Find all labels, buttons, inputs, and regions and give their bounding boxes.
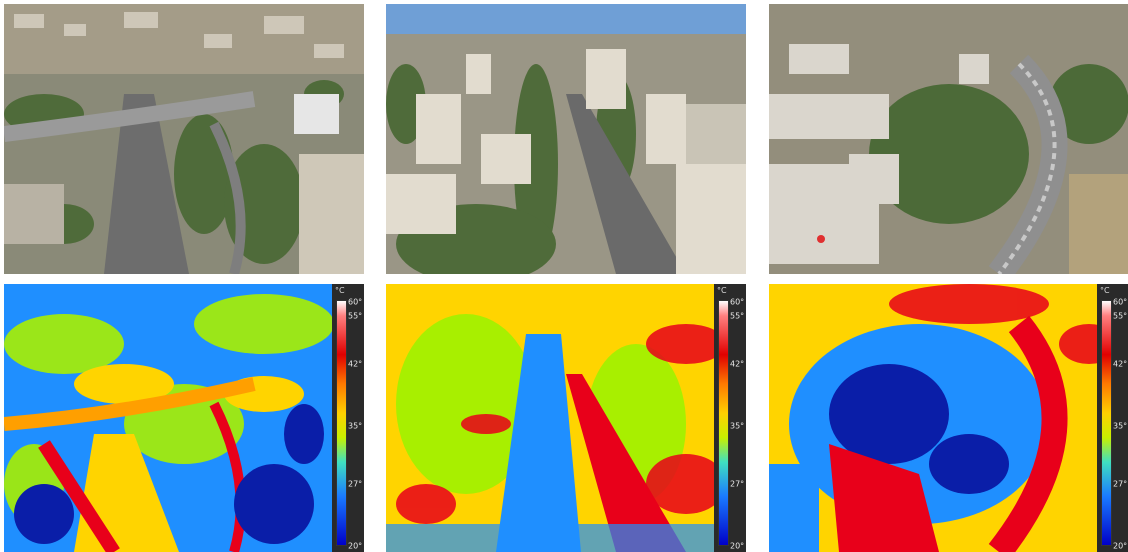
scale-tick: 42° — [1113, 359, 1128, 369]
scale-tick: 60° — [1113, 297, 1128, 307]
aerial-photo-avenue — [386, 4, 746, 274]
scale-tick: 20° — [1113, 541, 1128, 551]
thermal-image-interchange: °C 60° 55° 42° 35° 27° 20° — [4, 284, 364, 552]
scale-tick: 20° — [348, 541, 363, 551]
scale-tick: 42° — [730, 359, 745, 369]
thermal-image-avenue: °C 60° 55° 42° 35° 27° 20° — [386, 284, 746, 552]
scale-tick: 35° — [1113, 421, 1128, 431]
thermal-image-viaduct: °C 60° 55° 42° 35° 27° 20° — [769, 284, 1128, 552]
scale-tick: 27° — [730, 479, 745, 489]
scale-unit: °C — [1100, 286, 1110, 295]
scale-unit: °C — [717, 286, 727, 295]
aerial-photo-viaduct — [769, 4, 1128, 274]
scale-tick: 60° — [730, 297, 745, 307]
scale-unit: °C — [335, 286, 345, 295]
scale-color-bar — [718, 300, 729, 546]
scale-color-bar — [1101, 300, 1112, 546]
scale-tick: 27° — [1113, 479, 1128, 489]
aerial-photo-interchange — [4, 4, 364, 274]
scale-tick: 55° — [730, 311, 745, 321]
scale-tick: 27° — [348, 479, 363, 489]
temperature-scale: °C 60° 55° 42° 35° 27° 20° — [714, 284, 746, 552]
scale-tick: 55° — [1113, 311, 1128, 321]
scale-tick: 35° — [348, 421, 363, 431]
scale-tick: 60° — [348, 297, 363, 307]
scale-tick: 35° — [730, 421, 745, 431]
scale-tick: 42° — [348, 359, 363, 369]
scale-color-bar — [336, 300, 347, 546]
temperature-scale: °C 60° 55° 42° 35° 27° 20° — [1097, 284, 1128, 552]
scale-tick: 55° — [348, 311, 363, 321]
scale-tick: 20° — [730, 541, 745, 551]
temperature-scale: °C 60° 55° 42° 35° 27° 20° — [332, 284, 364, 552]
